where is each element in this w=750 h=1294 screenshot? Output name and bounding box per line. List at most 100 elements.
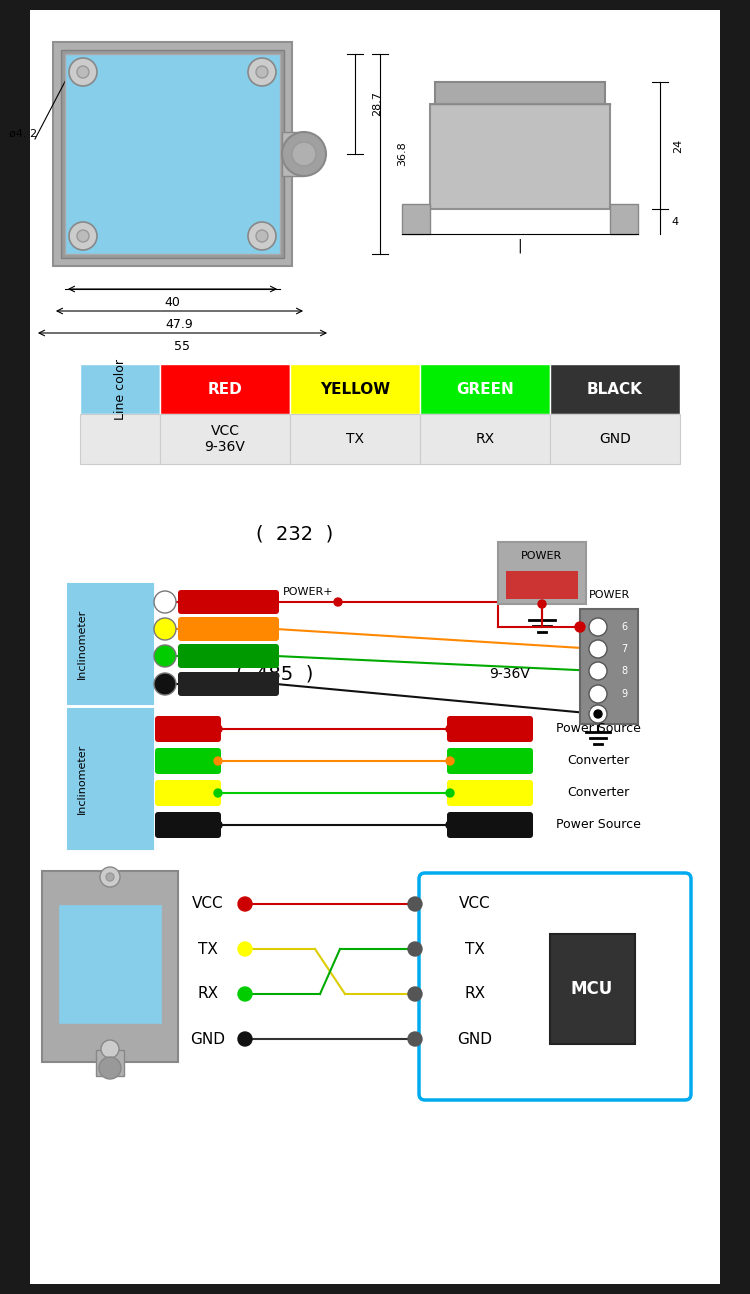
- Text: 4: 4: [671, 217, 679, 226]
- Text: GND: GND: [215, 679, 241, 688]
- Bar: [506, 571, 578, 599]
- Text: 28.7: 28.7: [372, 92, 382, 116]
- Text: GREEN:RXD+: GREEN:RXD+: [190, 651, 266, 661]
- Bar: [160, 364, 290, 414]
- Circle shape: [589, 619, 607, 635]
- Circle shape: [282, 132, 326, 176]
- Bar: [580, 609, 638, 725]
- FancyBboxPatch shape: [178, 617, 279, 641]
- Text: B: B: [485, 754, 495, 767]
- Text: Converter: Converter: [567, 754, 629, 767]
- Circle shape: [446, 725, 454, 732]
- FancyBboxPatch shape: [419, 873, 691, 1100]
- Circle shape: [238, 1033, 252, 1046]
- FancyBboxPatch shape: [155, 780, 221, 806]
- Bar: [290, 364, 420, 414]
- Text: VCC: VCC: [476, 722, 504, 735]
- Circle shape: [248, 58, 276, 85]
- Text: RX: RX: [464, 986, 485, 1002]
- Circle shape: [589, 705, 607, 723]
- FancyBboxPatch shape: [447, 716, 533, 741]
- Bar: [282, 132, 304, 176]
- Bar: [498, 542, 586, 604]
- Circle shape: [589, 663, 607, 681]
- Circle shape: [594, 710, 602, 718]
- Circle shape: [214, 757, 222, 765]
- Circle shape: [446, 757, 454, 765]
- FancyBboxPatch shape: [178, 644, 279, 668]
- FancyBboxPatch shape: [447, 813, 533, 839]
- Bar: [58, 905, 162, 1024]
- Bar: [550, 364, 680, 414]
- Circle shape: [106, 873, 114, 881]
- Text: GND: GND: [190, 1031, 226, 1047]
- Text: GND: GND: [172, 819, 203, 832]
- Circle shape: [101, 1040, 119, 1058]
- Circle shape: [99, 1057, 121, 1079]
- Circle shape: [256, 230, 268, 242]
- Circle shape: [408, 942, 422, 956]
- FancyBboxPatch shape: [155, 813, 221, 839]
- Text: |: |: [518, 239, 522, 254]
- Circle shape: [77, 66, 89, 78]
- Text: 36.8: 36.8: [397, 141, 407, 167]
- Circle shape: [589, 685, 607, 703]
- Bar: [68, 584, 153, 704]
- Bar: [610, 204, 638, 234]
- Text: POWER+: POWER+: [283, 587, 333, 597]
- Text: VCC: VCC: [174, 722, 202, 735]
- Text: Inclinometer: Inclinometer: [77, 609, 87, 679]
- Bar: [420, 414, 550, 465]
- Bar: [550, 414, 680, 465]
- Text: GREEN: GREEN: [456, 382, 514, 396]
- FancyBboxPatch shape: [155, 716, 221, 741]
- Text: YELLOW: YELLOW: [320, 382, 390, 396]
- Bar: [290, 414, 420, 465]
- Circle shape: [589, 641, 607, 659]
- Text: 6: 6: [621, 622, 627, 631]
- Text: TX: TX: [465, 942, 485, 956]
- Text: (  232  ): ( 232 ): [256, 524, 334, 543]
- Text: GND: GND: [475, 819, 506, 832]
- Text: B: B: [183, 754, 193, 767]
- Circle shape: [154, 619, 176, 641]
- Text: A: A: [485, 787, 495, 800]
- Bar: [402, 204, 430, 234]
- Text: 4: 4: [161, 679, 169, 688]
- Bar: [420, 364, 550, 414]
- Circle shape: [100, 867, 120, 886]
- Text: 5V: 5V: [532, 578, 552, 591]
- Text: 5: 5: [586, 709, 593, 719]
- Text: 7: 7: [621, 644, 627, 653]
- Bar: [61, 50, 284, 258]
- Text: BLACK: BLACK: [587, 382, 643, 396]
- Circle shape: [238, 987, 252, 1002]
- Circle shape: [446, 820, 454, 829]
- Bar: [435, 82, 605, 104]
- Bar: [42, 871, 178, 1062]
- Text: 8: 8: [621, 666, 627, 675]
- Circle shape: [214, 820, 222, 829]
- Text: 2: 2: [161, 651, 169, 661]
- Text: RED: RED: [208, 382, 242, 396]
- Circle shape: [408, 1033, 422, 1046]
- Text: 40: 40: [164, 296, 180, 309]
- Text: VCC: VCC: [459, 897, 490, 911]
- Circle shape: [214, 789, 222, 797]
- Circle shape: [69, 58, 97, 85]
- Bar: [160, 414, 290, 465]
- Text: Line color: Line color: [113, 358, 127, 419]
- Bar: [65, 54, 280, 254]
- Circle shape: [238, 942, 252, 956]
- Circle shape: [238, 897, 252, 911]
- Circle shape: [154, 591, 176, 613]
- Circle shape: [69, 223, 97, 250]
- Text: 3: 3: [161, 624, 169, 634]
- Bar: [53, 41, 292, 267]
- Circle shape: [334, 598, 342, 606]
- Circle shape: [408, 987, 422, 1002]
- FancyBboxPatch shape: [447, 780, 533, 806]
- Circle shape: [256, 66, 268, 78]
- Text: Power Source: Power Source: [556, 722, 640, 735]
- Bar: [96, 1049, 124, 1077]
